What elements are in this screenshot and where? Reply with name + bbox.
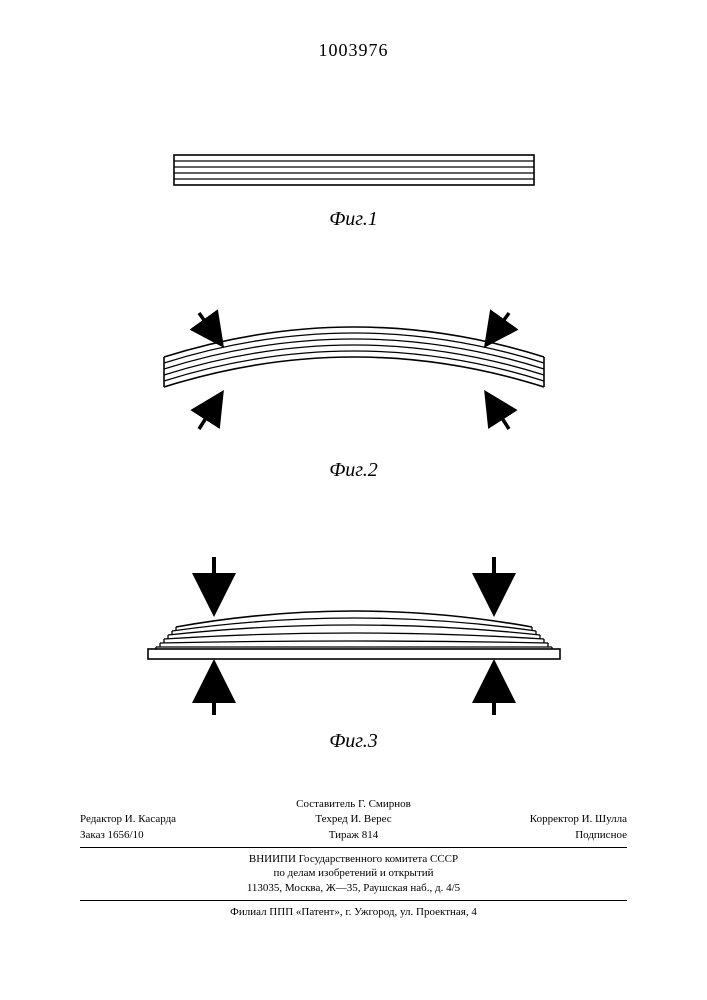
footer-divider-2 bbox=[80, 900, 627, 901]
fig2-svg bbox=[124, 291, 584, 451]
footer-org2: по делам изобретений и открытий bbox=[80, 866, 627, 881]
footer-addr1: 113035, Москва, Ж—35, Раушская наб., д. … bbox=[80, 881, 627, 896]
footer-org1: ВНИИПИ Государственного комитета СССР bbox=[80, 852, 627, 867]
document-number: 1003976 bbox=[0, 40, 707, 61]
fig2-caption: Фиг.2 bbox=[0, 459, 707, 482]
fig1-svg bbox=[144, 140, 564, 200]
figure-3: Фиг.3 bbox=[0, 542, 707, 753]
footer-corrector: Корректор И. Шулла bbox=[445, 812, 627, 827]
footer-composer: Составитель Г. Смирнов bbox=[80, 797, 627, 812]
fig3-svg bbox=[114, 542, 594, 722]
footer-row-2: Заказ 1656/10 Тираж 814 Подписное bbox=[80, 828, 627, 843]
footer-subscription: Подписное bbox=[445, 828, 627, 843]
footer-editor: Редактор И. Касарда bbox=[80, 812, 262, 827]
footer-order: Заказ 1656/10 bbox=[80, 828, 262, 843]
footer-branch: Филиал ППП «Патент», г. Ужгород, ул. Про… bbox=[80, 905, 627, 920]
footer-row-1: Редактор И. Касарда Техред И. Верес Корр… bbox=[80, 812, 627, 827]
figures-container: Фиг.1 bbox=[0, 140, 707, 813]
figure-2: Фиг.2 bbox=[0, 291, 707, 482]
footer-divider-1 bbox=[80, 847, 627, 848]
footer-techred: Техред И. Верес bbox=[262, 812, 444, 827]
fig1-caption: Фиг.1 bbox=[0, 208, 707, 231]
figure-1: Фиг.1 bbox=[0, 140, 707, 231]
footer-tirage: Тираж 814 bbox=[262, 828, 444, 843]
fig3-caption: Фиг.3 bbox=[0, 730, 707, 753]
footer: Составитель Г. Смирнов Редактор И. Касар… bbox=[80, 797, 627, 920]
